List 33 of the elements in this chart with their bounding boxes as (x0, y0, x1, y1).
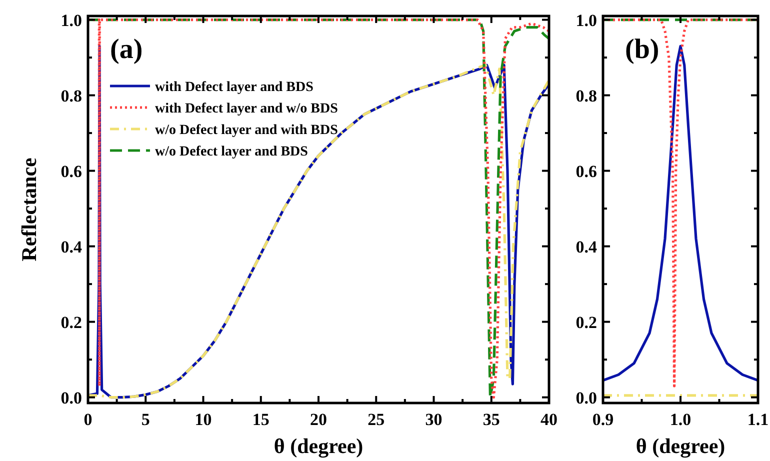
y-tick-label: 0.8 (60, 86, 82, 106)
legend-label: w/o Defect layer and BDS (155, 144, 308, 160)
x-tick-label: 10 (194, 410, 212, 429)
y-tick-label: 0.4 (60, 237, 82, 256)
x-tick-label: 1.1 (747, 410, 769, 429)
y-tick-label: 0.6 (60, 162, 82, 181)
y-tick-label: 0.8 (576, 86, 597, 106)
y-tick-label: 0.2 (60, 312, 82, 332)
x-tick-label: 0 (84, 410, 92, 429)
x-axis-title: θ (degree) (636, 434, 726, 458)
y-tick-label: 0.4 (576, 237, 598, 256)
y-tick-label: 1.0 (60, 10, 82, 30)
legend-label: with Defect layer and BDS (155, 80, 314, 95)
x-tick-label: 0.9 (592, 410, 614, 429)
x-tick-label: 30 (425, 410, 442, 429)
x-tick-label: 5 (141, 410, 150, 429)
x-tick-label: 20 (310, 410, 327, 429)
x-tick-label: 25 (368, 410, 385, 429)
text: (a) (110, 34, 143, 65)
y-tick-label: 1.0 (576, 10, 597, 30)
y-axis-title: Reflectance (17, 158, 41, 262)
y-tick-label: 0.2 (576, 312, 597, 332)
x-tick-label: 15 (252, 410, 270, 429)
x-tick-label: 1.0 (670, 410, 692, 429)
y-tick-label: 0.6 (576, 162, 597, 181)
legend-label: w/o Defect layer and with BDS (155, 123, 338, 138)
legend-label: with Defect layer and w/o BDS (155, 102, 338, 116)
y-tick-label: 0.0 (576, 388, 597, 408)
x-axis-title: θ (degree) (274, 434, 364, 458)
x-tick-label: 40 (540, 410, 558, 429)
y-tick-label: 0.0 (60, 388, 82, 408)
text: (b) (625, 34, 660, 65)
x-tick-label: 35 (482, 410, 500, 429)
